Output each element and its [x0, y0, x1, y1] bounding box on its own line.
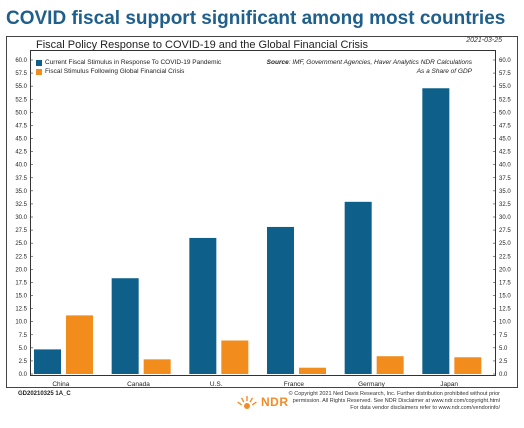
y-tick-label-right: 25.0	[499, 241, 511, 247]
bar-gfc-canada	[143, 359, 171, 374]
y-tick-label-right: 45.0	[499, 137, 511, 143]
x-tick-label: U.S.	[210, 381, 223, 388]
y-tick-label-right: 27.5	[499, 228, 511, 234]
y-tick-label-left: 27.5	[15, 228, 27, 234]
y-tick-label-left: 25.0	[15, 241, 27, 247]
bar-covid-france	[267, 226, 294, 374]
legend: Current Fiscal Stimulus in Response To C…	[36, 58, 221, 76]
legend-item-gfc: Fiscal Stimulus Following Global Financi…	[36, 67, 221, 76]
x-tick-label: Canada	[127, 381, 150, 388]
y-tick-label-left: 32.5	[15, 202, 27, 208]
source-text: : IMF, Government Agencies, Haver Analyt…	[288, 59, 472, 66]
y-tick-label-left: 55.0	[15, 84, 27, 90]
copyright-line-2: permission. All Rights Reserved. See NDR…	[292, 398, 500, 404]
y-tick-label-right: 50.0	[499, 110, 511, 116]
y-tick-label-right: 20.0	[499, 267, 511, 273]
chart-frame	[6, 36, 518, 388]
y-tick-label-right: 2.5	[499, 359, 508, 365]
bar-gfc-france	[299, 367, 326, 374]
chart-date: 2021-03-25	[466, 37, 502, 44]
y-tick-label-left: 60.0	[15, 58, 27, 64]
y-tick-label-left: 30.0	[15, 215, 27, 221]
y-tick-label-right: 52.5	[499, 97, 511, 103]
ndr-logo-icon	[237, 396, 257, 409]
bar-gfc-china	[66, 315, 93, 374]
y-tick-label-left: 20.0	[15, 267, 27, 273]
legend-label-gfc: Fiscal Stimulus Following Global Financi…	[45, 68, 185, 75]
y-tick-label-right: 60.0	[499, 58, 511, 64]
legend-label-covid: Current Fiscal Stimulus in Response To C…	[45, 59, 222, 66]
chart-id: GD20210325 1A_C	[18, 391, 71, 397]
ndr-logo: NDR	[236, 395, 289, 409]
y-tick-label-right: 32.5	[499, 202, 511, 208]
y-tick-label-right: 7.5	[499, 333, 508, 339]
y-tick-label-left: 50.0	[15, 110, 27, 116]
y-tick-label-left: 15.0	[15, 294, 27, 300]
y-tick-label-right: 42.5	[499, 150, 511, 156]
y-tick-label-right: 0.0	[499, 372, 508, 378]
y-tick-label-right: 40.0	[499, 163, 511, 169]
y-tick-label-right: 30.0	[499, 215, 511, 221]
legend-swatch-covid	[36, 59, 42, 66]
y-tick-label-right: 17.5	[499, 280, 511, 286]
bar-covid-canada	[111, 278, 139, 374]
chart-title: Fiscal Policy Response to COVID-19 and t…	[36, 39, 368, 51]
y-tick-label-right: 37.5	[499, 176, 511, 182]
y-tick-label-right: 47.5	[499, 123, 511, 129]
y-tick-label-right: 10.0	[499, 320, 511, 326]
legend-item-covid: Current Fiscal Stimulus in Response To C…	[36, 58, 221, 67]
y-tick-label-left: 37.5	[15, 176, 27, 182]
y-tick-label-right: 12.5	[499, 307, 511, 313]
y-tick-label-left: 42.5	[15, 150, 27, 156]
bar-gfc-germany	[376, 356, 404, 374]
y-tick-label-right: 22.5	[499, 254, 511, 260]
y-tick-label-left: 52.5	[15, 97, 27, 103]
copyright-line-1: © Copyright 2021 Ned Davis Research, Inc…	[288, 391, 500, 397]
y-tick-label-left: 0.0	[19, 372, 28, 378]
y-tick-label-right: 55.0	[499, 84, 511, 90]
bar-covid-china	[34, 349, 61, 374]
y-tick-label-left: 57.5	[15, 71, 27, 77]
unit-note: As a Share of GDP	[416, 68, 472, 75]
y-tick-label-left: 5.0	[19, 346, 28, 352]
bar-covid-us	[189, 237, 217, 374]
source-label: Source	[266, 59, 289, 66]
x-tick-label: Germany	[358, 381, 385, 388]
y-tick-label-left: 7.5	[19, 333, 28, 339]
plot-area	[30, 50, 496, 376]
x-tick-label: France	[284, 381, 305, 388]
bar-covid-japan	[422, 88, 450, 374]
copyright: © Copyright 2021 Ned Davis Research, Inc…	[250, 391, 500, 412]
x-tick-label: Japan	[440, 381, 458, 388]
y-tick-label-left: 45.0	[15, 137, 27, 143]
y-tick-label-right: 15.0	[499, 294, 511, 300]
y-tick-label-left: 22.5	[15, 254, 27, 260]
copyright-line-3: For data vendor disclaimers refer to www…	[350, 405, 500, 411]
legend-swatch-gfc	[36, 68, 42, 75]
x-tick-label: China	[52, 381, 69, 388]
y-tick-label-left: 17.5	[15, 280, 27, 286]
y-tick-label-left: 10.0	[15, 320, 27, 326]
y-tick-label-left: 12.5	[15, 307, 27, 313]
y-tick-label-right: 5.0	[499, 346, 508, 352]
ndr-logo-text: NDR	[261, 395, 289, 409]
bar-gfc-japan	[454, 357, 482, 374]
y-tick-label-right: 35.0	[499, 189, 511, 195]
y-tick-label-left: 40.0	[15, 163, 27, 169]
source-note: Source: IMF, Government Agencies, Haver …	[267, 58, 472, 76]
y-tick-label-left: 35.0	[15, 189, 27, 195]
headline: COVID fiscal support significant among m…	[6, 8, 506, 29]
y-tick-label-left: 2.5	[19, 359, 28, 365]
bar-covid-germany	[344, 201, 372, 374]
bar-gfc-us	[221, 340, 249, 374]
y-tick-label-right: 57.5	[499, 71, 511, 77]
y-tick-label-left: 47.5	[15, 123, 27, 129]
